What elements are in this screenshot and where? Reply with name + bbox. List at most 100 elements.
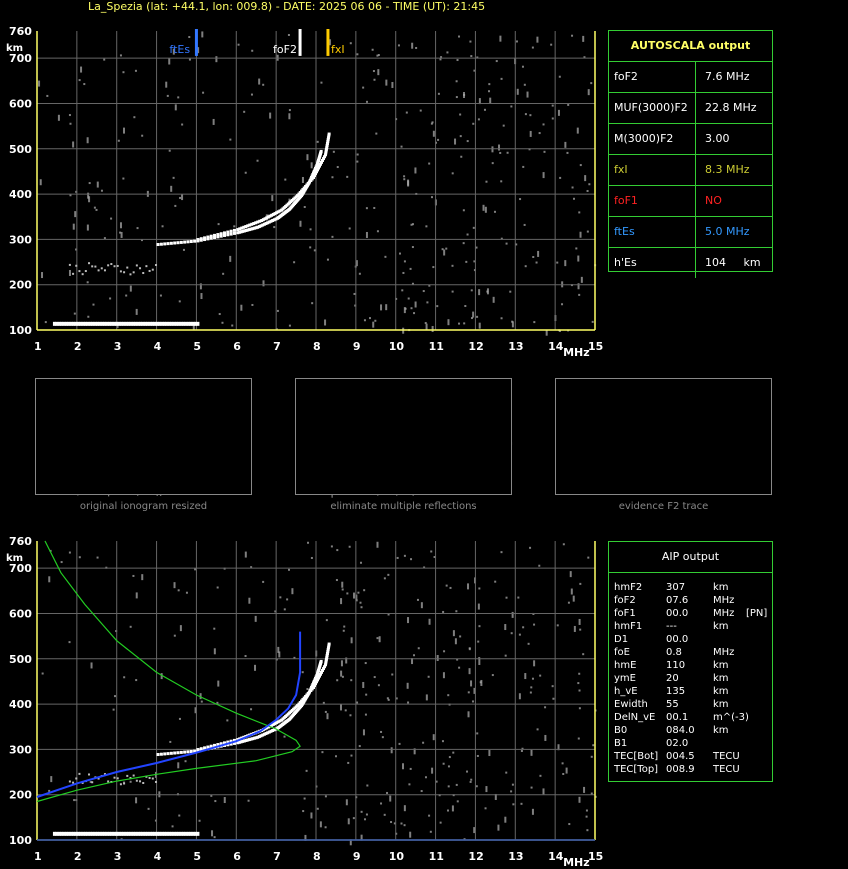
noise-dot bbox=[473, 687, 476, 694]
noise-dot bbox=[332, 150, 335, 153]
noise-dot bbox=[135, 308, 138, 315]
f2-trace-point bbox=[216, 235, 220, 239]
noise-dot bbox=[364, 818, 367, 821]
noise-dot bbox=[472, 700, 475, 703]
f2-trace-point bbox=[240, 226, 244, 230]
thumbnail-noise bbox=[377, 494, 379, 496]
es-trace-point bbox=[69, 831, 73, 836]
noise-dot bbox=[472, 226, 475, 229]
noise-dot bbox=[409, 267, 412, 270]
e-trace-point bbox=[81, 781, 84, 784]
noise-dot bbox=[550, 43, 553, 46]
noise-dot bbox=[510, 790, 513, 793]
noise-dot bbox=[169, 740, 172, 743]
e-trace-point bbox=[119, 270, 122, 273]
es-trace-point bbox=[196, 321, 200, 326]
autoscala-key: foF1 bbox=[614, 194, 638, 207]
noise-dot bbox=[115, 630, 118, 633]
x-tick-label: 4 bbox=[154, 850, 162, 863]
f2-trace-point bbox=[199, 237, 203, 241]
es-trace-point bbox=[107, 321, 111, 326]
noise-dot bbox=[211, 830, 214, 837]
noise-dot bbox=[75, 190, 78, 193]
f2-trace-point bbox=[213, 743, 217, 747]
e-trace-point bbox=[142, 272, 145, 275]
f2-trace-point bbox=[306, 182, 310, 186]
noise-dot bbox=[455, 80, 458, 83]
f2-trace-point bbox=[276, 210, 280, 214]
es-trace-point bbox=[127, 831, 131, 836]
noise-dot bbox=[488, 83, 491, 86]
f2-trace-point bbox=[314, 166, 318, 170]
noise-dot bbox=[520, 802, 523, 805]
f2-trace-point bbox=[173, 751, 177, 755]
es-trace-point bbox=[76, 321, 80, 326]
noise-dot bbox=[579, 628, 582, 631]
noise-dot bbox=[173, 634, 176, 637]
noise-dot bbox=[96, 181, 99, 188]
noise-dot bbox=[387, 613, 390, 616]
f2-trace-point bbox=[256, 225, 260, 229]
f2-trace-point bbox=[324, 151, 328, 155]
e-trace-point bbox=[148, 269, 151, 272]
noise-dot bbox=[445, 584, 448, 587]
f2-trace-point bbox=[206, 237, 210, 241]
noise-dot bbox=[429, 830, 432, 833]
noise-dot bbox=[250, 93, 253, 96]
es-trace-point bbox=[112, 321, 116, 326]
noise-dot bbox=[556, 624, 559, 627]
noise-dot bbox=[478, 587, 481, 590]
noise-dot bbox=[88, 182, 91, 185]
f2-trace-point bbox=[206, 745, 210, 749]
aip-key: foF1 bbox=[614, 608, 636, 619]
es-trace-point bbox=[153, 321, 157, 326]
noise-dot bbox=[465, 260, 468, 263]
f2-trace-point bbox=[237, 230, 241, 234]
noise-dot bbox=[69, 122, 72, 125]
noise-dot bbox=[551, 685, 554, 688]
e-trace-point bbox=[123, 271, 126, 274]
noise-dot bbox=[403, 805, 406, 812]
f2-trace-point bbox=[259, 224, 263, 228]
noise-dot bbox=[339, 704, 342, 711]
noise-dot bbox=[542, 123, 545, 126]
x-tick-label: 8 bbox=[313, 340, 321, 353]
noise-dot bbox=[590, 792, 593, 795]
noise-dot bbox=[355, 260, 358, 267]
noise-dot bbox=[456, 800, 459, 803]
e-trace-point bbox=[107, 780, 110, 783]
f2-trace-point bbox=[219, 232, 223, 236]
noise-dot bbox=[484, 206, 487, 213]
noise-dot bbox=[420, 790, 423, 793]
x-tick-label: 14 bbox=[548, 340, 564, 353]
es-trace-point bbox=[196, 831, 200, 836]
noise-dot bbox=[400, 822, 403, 825]
noise-dot bbox=[420, 602, 423, 609]
e-trace-point bbox=[145, 775, 148, 778]
f2-trace-point bbox=[311, 172, 315, 176]
f2-trace-point bbox=[324, 147, 328, 151]
f2-trace-point bbox=[273, 212, 277, 216]
noise-dot bbox=[349, 839, 352, 846]
noise-dot bbox=[491, 162, 494, 165]
e-trace-point bbox=[75, 264, 78, 267]
noise-dot bbox=[578, 618, 581, 625]
noise-dot bbox=[510, 632, 513, 635]
noise-dot bbox=[262, 580, 265, 583]
noise-dot bbox=[427, 675, 430, 678]
es-trace-point bbox=[165, 831, 169, 836]
f2-trace-point bbox=[241, 739, 245, 743]
noise-dot bbox=[478, 98, 481, 105]
es-trace-point bbox=[155, 831, 159, 836]
noise-dot bbox=[470, 778, 473, 781]
noise-dot bbox=[178, 814, 181, 817]
noise-dot bbox=[426, 301, 429, 304]
noise-dot bbox=[141, 134, 144, 137]
x-tick-label: 1 bbox=[34, 850, 42, 863]
noise-dot bbox=[529, 130, 532, 137]
aip-key: ymE bbox=[614, 673, 636, 684]
noise-dot bbox=[458, 666, 461, 669]
f2-trace-point bbox=[203, 746, 207, 750]
f2-trace-point bbox=[262, 732, 266, 736]
e-trace-point bbox=[139, 780, 142, 783]
